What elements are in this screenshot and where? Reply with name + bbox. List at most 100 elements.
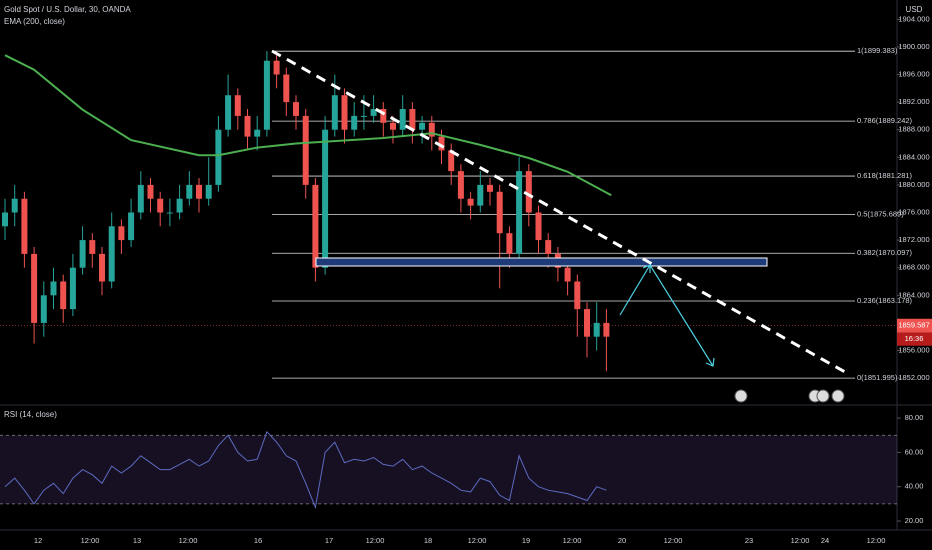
candle-body [166,212,173,214]
rsi-line [4,430,607,510]
candle-body [331,95,338,130]
candle-body [137,184,144,213]
candle-body [108,226,115,282]
candle-body [234,95,241,116]
x-tick-label: 20 [618,536,626,545]
y-tick-label: 1884.000 [898,152,929,161]
event-icon[interactable] [816,389,830,403]
y-tick-label: 1896.000 [898,69,929,78]
candle-body [584,309,590,337]
x-tick-label: 12:00 [179,536,198,545]
candle-body [196,184,202,199]
candle-body [312,184,319,268]
candle-body [603,322,610,337]
x-tick-label: 12:00 [366,536,385,545]
trend-line [271,49,846,374]
y-tick-label: 1892.000 [898,97,929,106]
candle-body [496,191,503,234]
chart-title: Gold Spot / U.S. Dollar, 30, OANDA [4,5,131,14]
candle-body [341,95,348,130]
candle-body [506,233,513,254]
fib-label: 0.786(1889.242) [857,116,913,125]
y-tick-label: 1872.000 [898,235,929,244]
arrow-head [705,357,715,367]
candle-body [50,281,57,296]
candle-body [2,212,8,227]
x-tick-label: 13 [133,536,141,545]
candle-body [564,267,571,282]
candle-body [31,253,38,323]
candle-body [409,109,416,130]
drawings [271,49,846,403]
candle-body [351,115,358,130]
fib-label: 0(1851.995) [857,373,898,382]
candle-body [457,171,464,199]
x-tick-label: 12 [34,536,42,545]
candle-body [244,115,251,137]
candle-body [118,226,125,241]
candle-body [263,60,270,130]
last-price-box [897,318,932,333]
fib-label: 0.236(1863.178) [857,296,913,305]
candle-body [283,74,290,103]
countdown-label: 16:36 [905,334,924,343]
candle-body [21,198,28,254]
countdown-box [897,332,932,346]
candle-body [40,295,47,323]
fib-label: 1(1899.383) [857,46,898,55]
candle-body [215,129,222,185]
candle-body [380,109,387,123]
y-tick-label: 80.00 [905,413,924,422]
candle-body [302,115,309,185]
candle-body [477,184,484,206]
y-tick-label: 1856.000 [898,345,929,354]
x-tick-label: 19 [522,536,530,545]
y-tick-label: 60.00 [905,447,924,456]
candle-body [186,184,193,199]
candle-body [428,122,435,137]
x-tick-label: 23 [745,536,753,545]
candle-body [147,184,154,199]
candle-body [370,109,377,116]
rsi-band [0,435,897,504]
rsi-label: RSI (14, close) [4,410,57,419]
x-tick-label: 16 [254,536,262,545]
candle-body [99,253,105,282]
candle-body [593,322,600,337]
event-icon[interactable] [734,389,748,403]
x-tick-label: 24 [821,536,829,545]
candle-body [438,136,445,151]
fib-label: 0.618(1881.281) [857,171,913,180]
candle-body [574,281,581,310]
candle-body [293,102,299,116]
candle-body [535,212,542,241]
event-icon[interactable] [831,389,845,403]
x-tick-label: 18 [424,536,432,545]
candle-body [419,122,426,130]
zone-box [315,257,768,267]
candle-body [322,129,329,268]
candle-body [360,115,367,117]
y-tick-label: 1868.000 [898,263,929,272]
candle-body [399,109,406,130]
candle-body [11,198,18,213]
currency-label: USD [906,5,923,14]
candle-body [525,171,532,213]
y-tick-label: 20.00 [905,516,924,525]
candle-body [79,240,86,268]
candle-body [448,150,455,172]
y-tick-label: 40.00 [905,482,924,491]
x-tick-label: 12:00 [664,536,683,545]
arrow-head [642,264,651,273]
y-tick-label: 1876.000 [898,207,929,216]
y-tick-label: 1904.000 [898,14,929,23]
candle-body [205,184,212,199]
ema-line [4,54,612,197]
candle-body [390,122,396,130]
candle-body [487,184,493,192]
y-tick-label: 1888.000 [898,125,929,134]
x-tick-label: 12:00 [81,536,100,545]
y-tick-label: 1900.000 [898,42,929,51]
